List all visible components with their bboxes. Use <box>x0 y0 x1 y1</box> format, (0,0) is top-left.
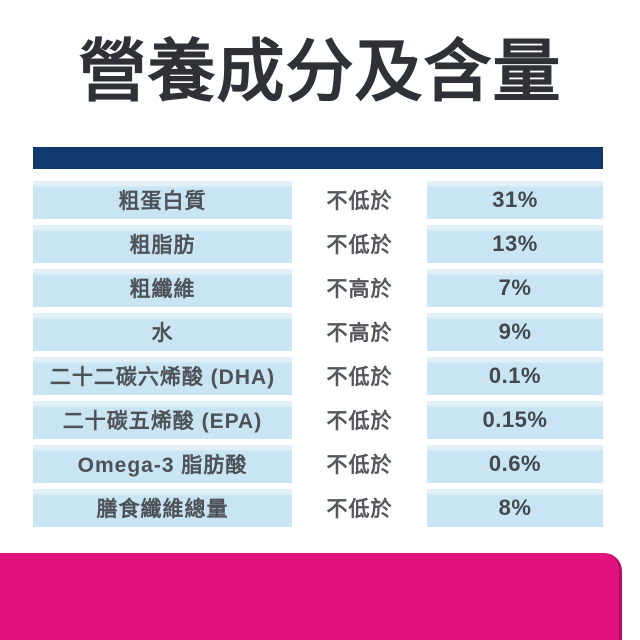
page-title: 營養成分及含量 <box>78 34 562 110</box>
condition-cell: 不低於 <box>326 234 393 257</box>
nutrient-name-cell: 膳食纖維總量 <box>33 489 292 527</box>
table-row: 粗脂肪 不低於 13% <box>33 225 603 263</box>
magenta-footer-block <box>0 553 622 640</box>
nutrient-name-cell: 二十碳五烯酸 (EPA) <box>33 401 292 439</box>
condition-cell: 不低於 <box>326 366 393 389</box>
value-cell: 31% <box>427 181 603 219</box>
value-cell: 0.1% <box>427 357 603 395</box>
value-cell: 0.6% <box>427 445 603 483</box>
nutrient-name-cell: 粗脂肪 <box>33 225 292 263</box>
nutrient-name-cell: 粗纖維 <box>33 269 292 307</box>
value-cell: 8% <box>427 489 603 527</box>
condition-cell: 不低於 <box>326 498 393 521</box>
nutrient-name-cell: 二十二碳六烯酸 (DHA) <box>33 357 292 395</box>
divider-bar <box>33 147 603 169</box>
nutrient-name-cell: 粗蛋白質 <box>33 181 292 219</box>
table-row: 二十碳五烯酸 (EPA) 不低於 0.15% <box>33 401 603 439</box>
condition-cell: 不低於 <box>326 454 393 477</box>
value-cell: 9% <box>427 313 603 351</box>
value-cell: 7% <box>427 269 603 307</box>
condition-cell: 不高於 <box>326 322 393 345</box>
table-row: 水 不高於 9% <box>33 313 603 351</box>
condition-cell: 不高於 <box>326 278 393 301</box>
nutrient-name-cell: 水 <box>33 313 292 351</box>
table-row: 粗纖維 不高於 7% <box>33 269 603 307</box>
table-row: 粗蛋白質 不低於 31% <box>33 181 603 219</box>
nutrient-name-cell: Omega-3 脂肪酸 <box>33 445 292 483</box>
value-cell: 13% <box>427 225 603 263</box>
condition-cell: 不低於 <box>326 190 393 213</box>
table-row: Omega-3 脂肪酸 不低於 0.6% <box>33 445 603 483</box>
condition-cell: 不低於 <box>326 410 393 433</box>
table-row: 二十二碳六烯酸 (DHA) 不低於 0.1% <box>33 357 603 395</box>
table-row: 膳食纖維總量 不低於 8% <box>33 489 603 527</box>
nutrition-table: 粗蛋白質 不低於 31% 粗脂肪 不低於 13% 粗纖維 不高於 7% 水 不高… <box>33 181 603 527</box>
value-cell: 0.15% <box>427 401 603 439</box>
